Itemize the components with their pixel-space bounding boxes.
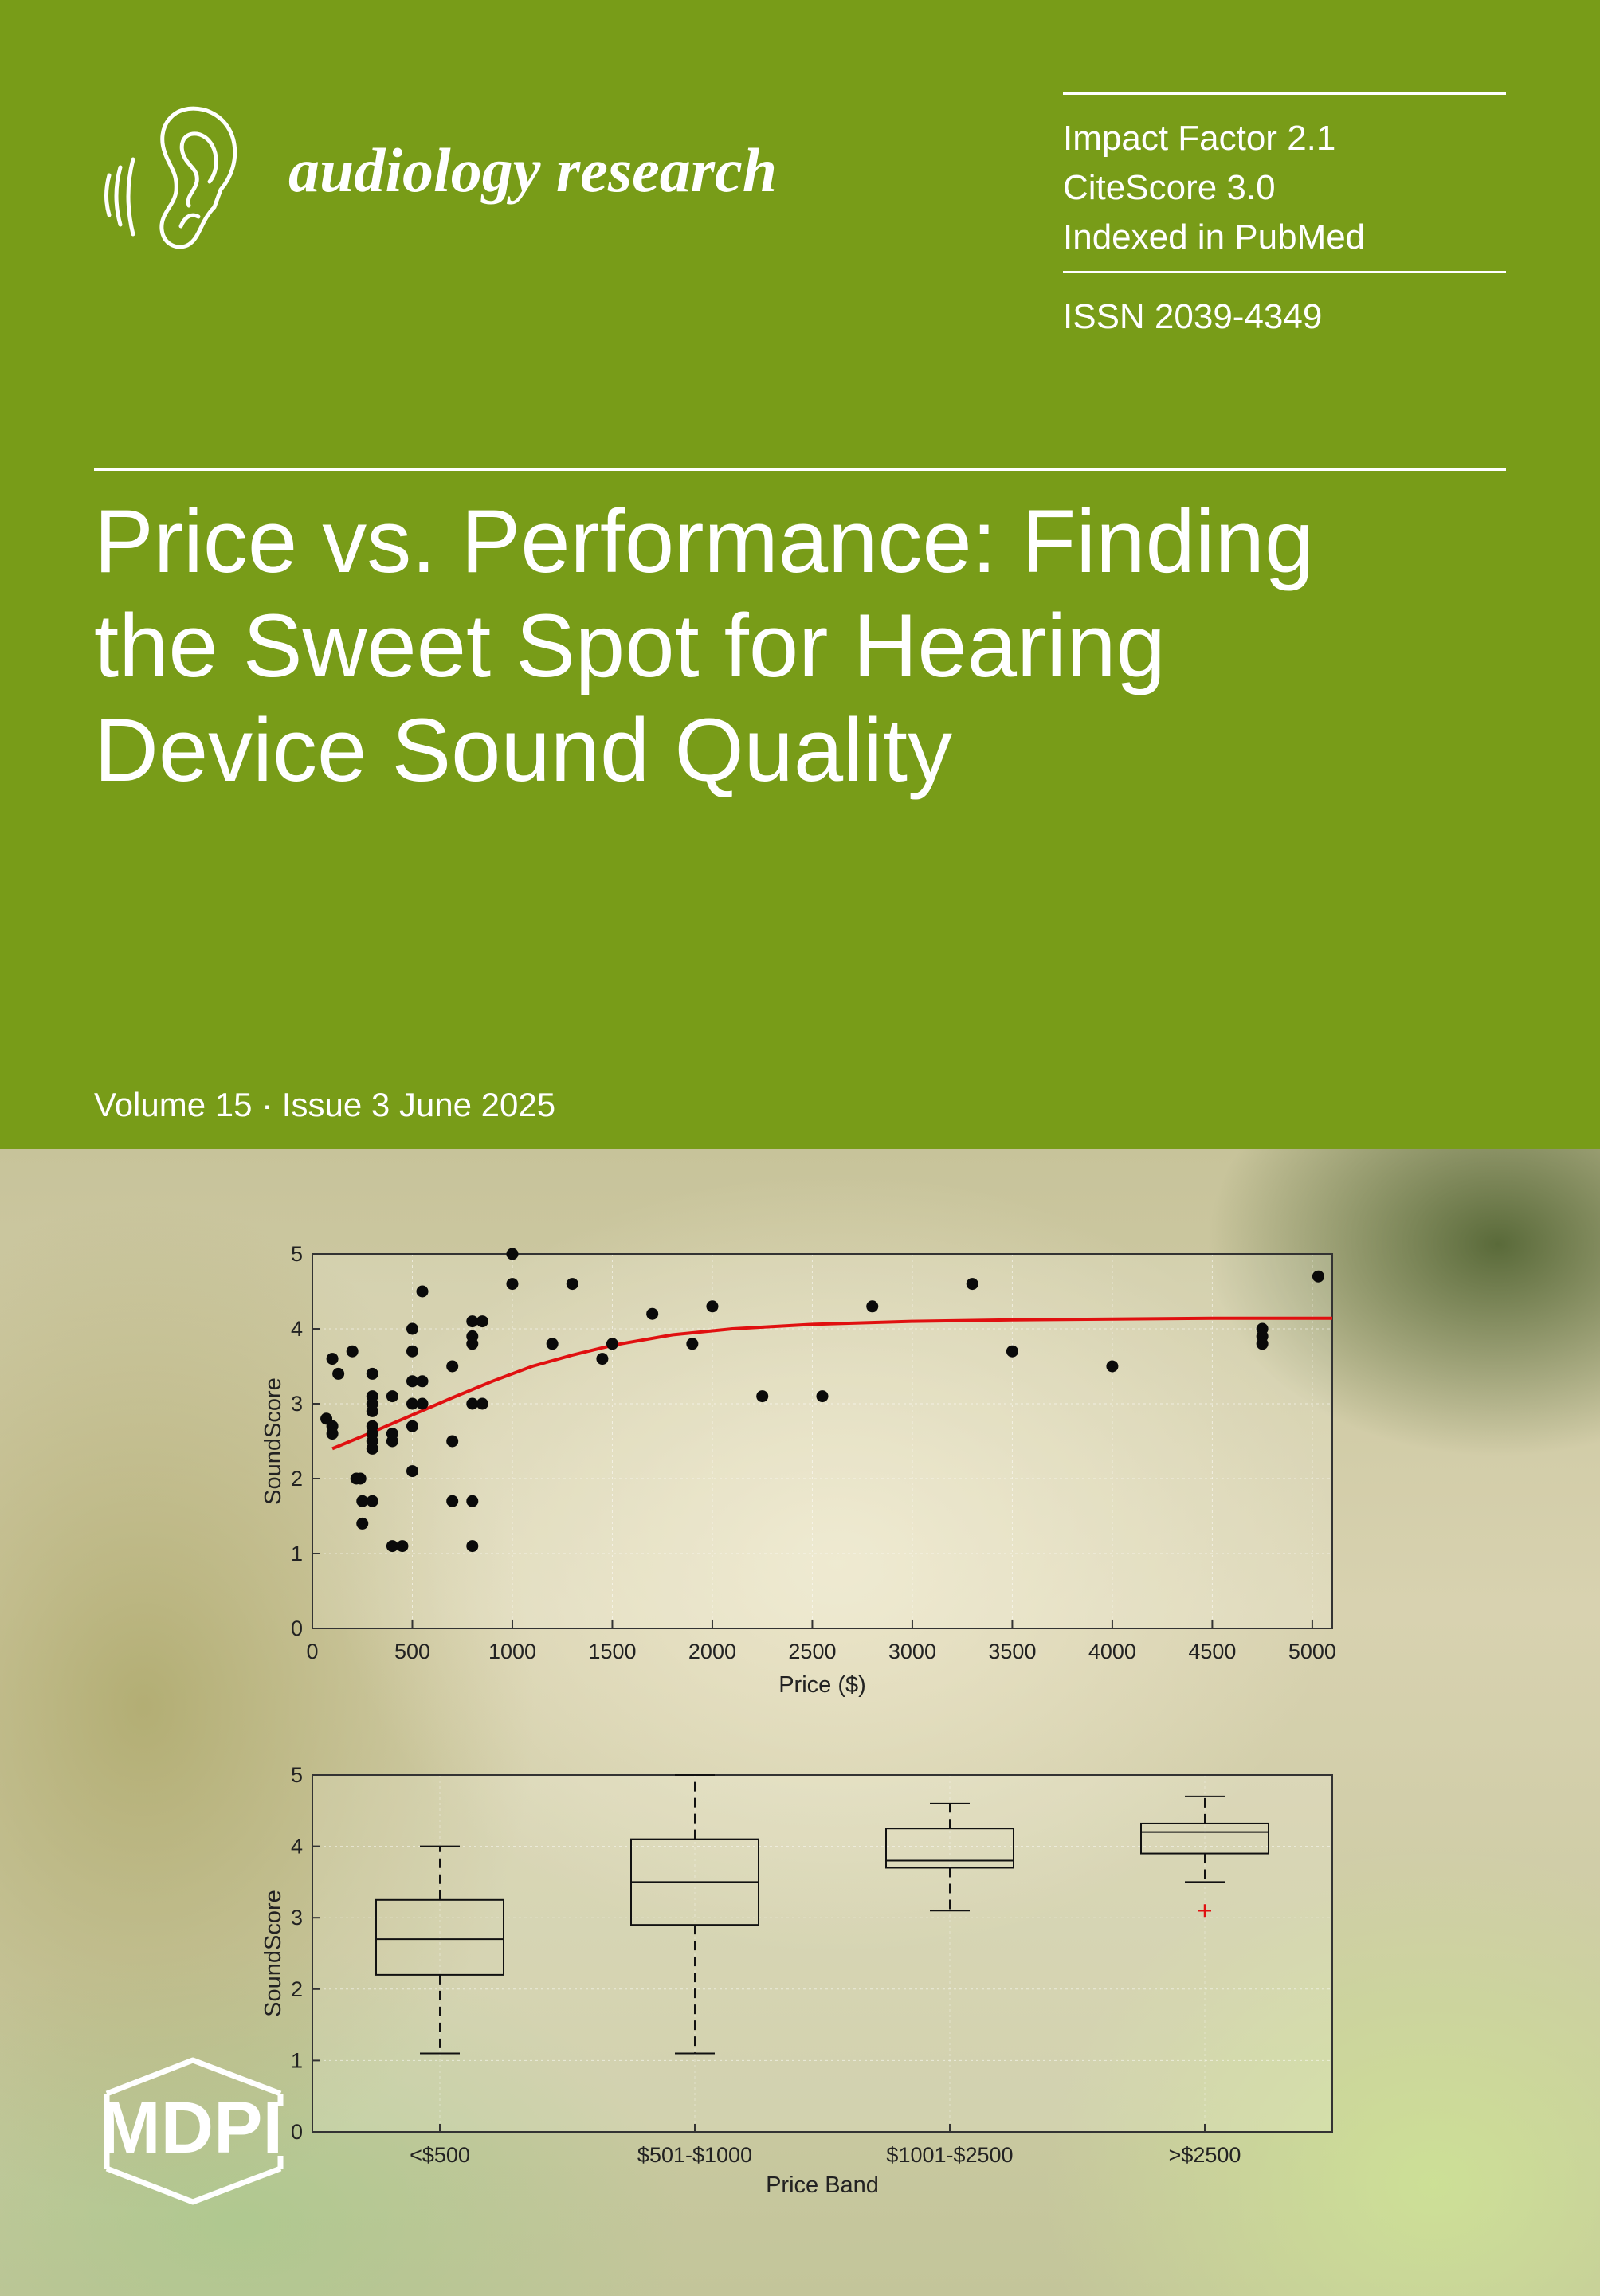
scatter-point [416, 1397, 429, 1410]
scatter-point [386, 1390, 398, 1403]
scatter-point [386, 1540, 398, 1553]
scatter-point [866, 1300, 879, 1313]
scatter-point [816, 1390, 829, 1403]
scatter-point [326, 1353, 339, 1365]
scatter-x-tick-label: 2000 [688, 1640, 736, 1663]
scatter-point [756, 1390, 769, 1403]
scatter-point [406, 1465, 418, 1478]
metrics-top-rule [1063, 92, 1506, 95]
scatter-axes-frame [312, 1253, 1333, 1629]
scatter-point [1256, 1322, 1269, 1335]
scatter-point [466, 1315, 479, 1328]
scatter-point [466, 1397, 479, 1410]
scatter-x-tick-label: 0 [306, 1640, 318, 1663]
scatter-point [406, 1397, 418, 1410]
scatter-point [406, 1345, 418, 1358]
scatter-point [1006, 1345, 1018, 1358]
scatter-point [366, 1495, 378, 1507]
scatter-point [466, 1330, 479, 1342]
scatter-point [406, 1375, 418, 1388]
scatter-point [686, 1338, 699, 1350]
scatter-x-tick-label: 1500 [588, 1640, 636, 1663]
scatter-plot-area [312, 1254, 1332, 1628]
scatter-point [346, 1345, 359, 1358]
scatter-x-tick-label: 3500 [988, 1640, 1036, 1663]
citescore: CiteScore 3.0 [1063, 168, 1276, 207]
scatter-point [1106, 1360, 1119, 1373]
scatter-point [446, 1360, 459, 1373]
scatter-point [354, 1472, 367, 1485]
scatter-point [596, 1353, 609, 1365]
scatter-x-tick-label: 2500 [788, 1640, 836, 1663]
ear-icon [104, 106, 237, 249]
scatter-fit-line [331, 1316, 1332, 1451]
volume-issue: Volume 15 · Issue 3 June 2025 [94, 1086, 556, 1123]
scatter-y-tick-label: 5 [291, 1242, 303, 1266]
scatter-point [416, 1285, 429, 1298]
cover-title: Price vs. Performance: Finding the Sweet… [94, 489, 1528, 802]
scatter-point [356, 1495, 369, 1507]
scatter-y-tick-label: 2 [291, 1467, 303, 1491]
metrics-middle-rule [1063, 271, 1506, 273]
scatter-y-tick-label: 1 [291, 1542, 303, 1565]
scatter-y-tick-label: 4 [291, 1317, 303, 1341]
scatter-point [546, 1338, 559, 1350]
scatter-x-tick-label: 500 [394, 1640, 430, 1663]
scatter-point [396, 1540, 409, 1553]
impact-factor: Impact Factor 2.1 [1063, 119, 1336, 158]
scatter-y-axis-label: SoundScore [261, 1377, 286, 1505]
scatter-y-tick-label: 0 [291, 1616, 303, 1640]
scatter-point [416, 1375, 429, 1388]
cover-title-line-2: the Sweet Spot for Hearing [94, 596, 1166, 695]
scatter-point [506, 1278, 519, 1291]
scatter-point [476, 1315, 488, 1328]
scatter-y-tick-label: 3 [291, 1392, 303, 1416]
cover-header-band: audiology research Impact Factor 2.1 Cit… [0, 0, 1600, 1149]
scatter-x-tick-label: 5000 [1288, 1640, 1336, 1663]
mdpi-hexagon-logo: MDPI [100, 2057, 284, 2205]
scatter-x-tick-label: 4000 [1088, 1640, 1136, 1663]
scatter-point [406, 1322, 418, 1335]
scatter-point [332, 1367, 345, 1380]
scatter-point [566, 1278, 578, 1291]
scatter-x-tick-label: 1000 [488, 1640, 536, 1663]
scatter-point [446, 1495, 459, 1507]
scatter-point [506, 1248, 519, 1260]
scatter-x-tick-label: 3000 [888, 1640, 936, 1663]
scatter-point [366, 1390, 378, 1403]
scatter-point [606, 1338, 618, 1350]
scatter-point [366, 1420, 378, 1432]
scatter-point [466, 1540, 479, 1553]
cover-title-line-3: Device Sound Quality [94, 700, 953, 800]
publisher-name: MDPI [100, 2087, 283, 2169]
scatter-x-axis-label: Price ($) [778, 1672, 866, 1698]
scatter-point [646, 1307, 659, 1320]
scatter-point [1312, 1270, 1324, 1283]
scatter-point [476, 1397, 488, 1410]
scatter-point [366, 1367, 378, 1380]
scatter-point [356, 1517, 369, 1530]
scatter-point [386, 1428, 398, 1440]
scatter-point [446, 1435, 459, 1448]
scatter-point [966, 1278, 978, 1291]
journal-name: audiology research [288, 135, 778, 205]
scatter-x-tick-label: 4500 [1188, 1640, 1236, 1663]
scatter-point [466, 1495, 479, 1507]
cover-title-line-1: Price vs. Performance: Finding [94, 492, 1315, 591]
issn: ISSN 2039-4349 [1063, 297, 1323, 336]
indexed-in: Indexed in PubMed [1063, 217, 1366, 257]
title-top-rule [94, 468, 1506, 471]
scatter-point [326, 1420, 339, 1432]
scatter-point [706, 1300, 719, 1313]
scatter-point [406, 1420, 418, 1432]
